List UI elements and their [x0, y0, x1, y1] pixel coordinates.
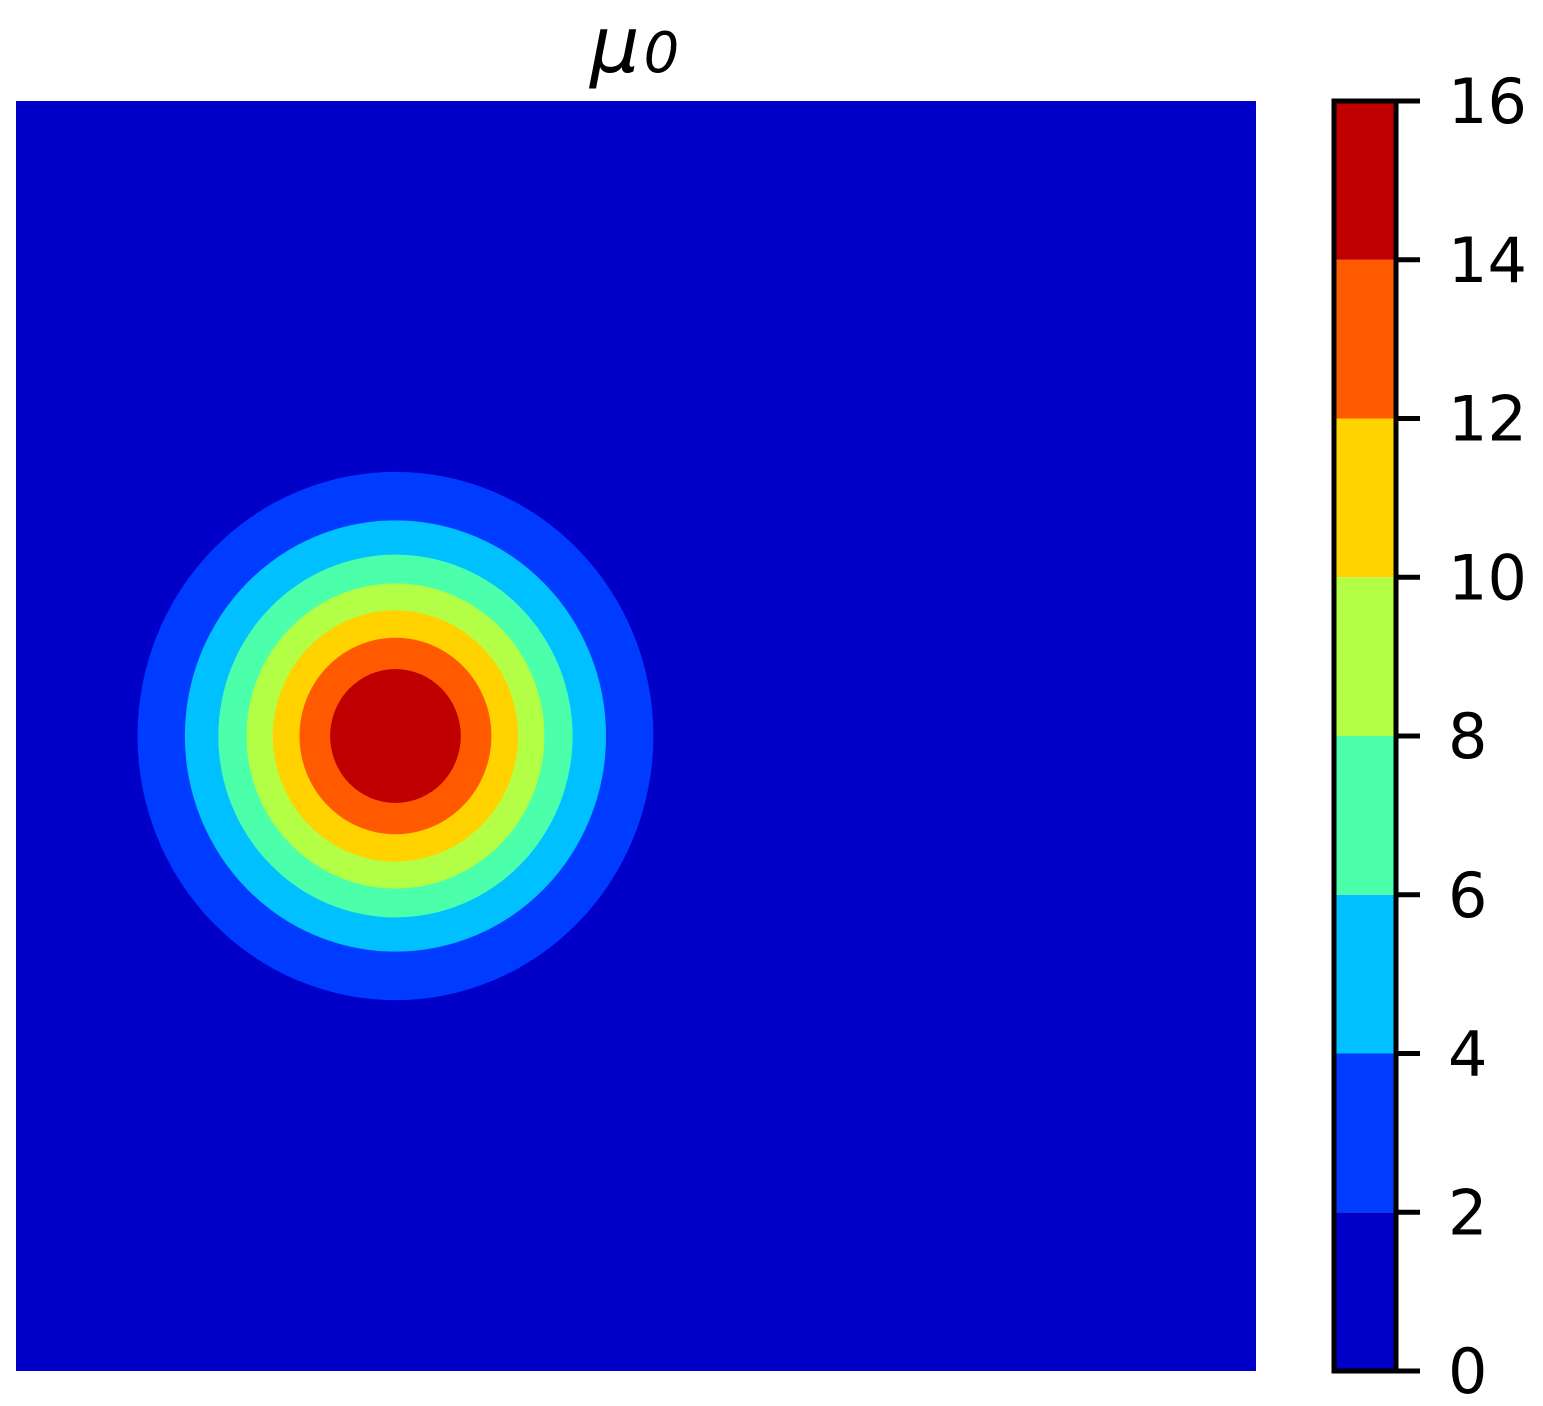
colorbar-segment-4-6 [1334, 894, 1396, 1054]
colorbar-segment-10-12 [1334, 418, 1396, 578]
colorbar-tick-label: 14 [1448, 224, 1527, 297]
colorbar-tick-label: 4 [1448, 1018, 1487, 1091]
plot-area [16, 101, 1256, 1371]
colorbar: 0 2 4 6 8 10 12 14 16 [1331, 65, 1527, 1406]
colorbar-tick-label: 16 [1448, 65, 1527, 138]
colorbar-tick-label: 12 [1448, 383, 1527, 456]
chart-title-subscript: 0 [644, 21, 680, 86]
colorbar-segment-0-2 [1334, 1212, 1396, 1371]
colorbar-tick-label: 0 [1448, 1335, 1487, 1406]
colorbar-tick-label: 6 [1448, 859, 1487, 932]
colorbar-segment-2-4 [1334, 1053, 1396, 1213]
colorbar-segment-6-8 [1334, 736, 1396, 895]
contour-band-level-14 [330, 669, 461, 803]
chart-title-symbol: μ [588, 1, 640, 91]
colorbar-segment-14-16 [1334, 101, 1396, 260]
colorbar-tick-label: 2 [1448, 1176, 1487, 1249]
colorbar-segment-8-10 [1334, 577, 1396, 736]
colorbar-tick-label: 8 [1448, 700, 1487, 773]
colorbar-tick-label: 10 [1448, 541, 1527, 614]
colorbar-segment-12-14 [1334, 259, 1396, 419]
chart-title: μ0 [588, 1, 679, 91]
